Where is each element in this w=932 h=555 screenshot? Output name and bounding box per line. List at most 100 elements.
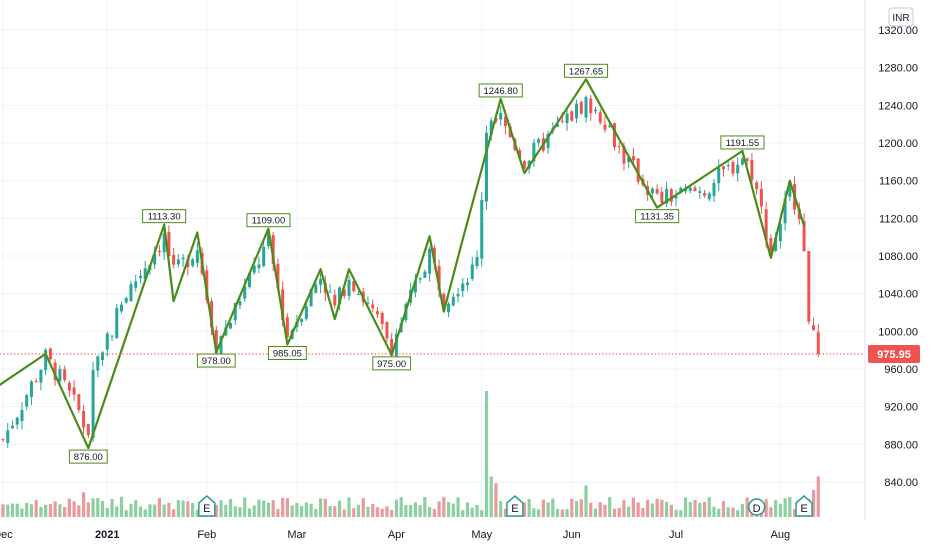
volume-bar (537, 509, 541, 517)
volume-bar (157, 498, 162, 517)
y-tick-label: 1040.00 (878, 289, 918, 301)
candle-body (575, 103, 579, 119)
pivot-label-text: 1246.80 (484, 86, 518, 97)
volume-bar (143, 509, 147, 517)
candle-body (29, 381, 33, 397)
volume-bar (281, 497, 285, 517)
volume-bar (707, 497, 711, 517)
volume-bar (792, 509, 797, 517)
candle-body (503, 116, 507, 126)
candle-body (172, 255, 176, 265)
candle-body (243, 286, 247, 299)
volume-bar (546, 502, 550, 517)
volume-bar (622, 499, 626, 517)
candle-body (247, 273, 251, 287)
volume-bar (764, 499, 768, 517)
volume-bar (688, 501, 692, 517)
volume-bar (712, 506, 716, 517)
volume-bar (309, 503, 313, 517)
volume-bar (81, 492, 86, 517)
event-marker-label: E (800, 503, 807, 515)
candle-body (413, 280, 417, 293)
zigzag-line (0, 78, 806, 450)
volume-bar (15, 503, 19, 517)
volume-bar (665, 501, 669, 517)
volume-bar (134, 500, 138, 517)
volume-bar (91, 498, 95, 517)
pivot-label-text: 978.00 (202, 356, 231, 367)
candle-body (432, 247, 436, 263)
candle-body (233, 303, 237, 321)
volume-bar (262, 500, 266, 517)
volume-bar (328, 506, 332, 517)
volume-bar (413, 502, 417, 517)
volume-bar (788, 496, 792, 517)
candle-body (636, 158, 640, 182)
candle-body (390, 338, 394, 356)
volume-bar (352, 508, 356, 517)
candle-body (115, 308, 119, 339)
candle-body (20, 409, 24, 422)
y-tick-label: 1160.00 (879, 176, 918, 188)
volume-bar (598, 502, 602, 517)
y-tick-label: 1200.00 (878, 138, 918, 150)
candle-body (101, 352, 105, 361)
candle-body (124, 297, 128, 303)
volume-bar (446, 502, 451, 517)
candle-body (617, 145, 621, 147)
candle-body (58, 368, 62, 382)
volume-bar (499, 500, 503, 517)
volume-bar (778, 503, 782, 517)
pivot-label-text: 1267.65 (569, 66, 603, 77)
volume-bar (574, 501, 579, 517)
y-tick-label: 1000.00 (878, 326, 918, 338)
candle-body (352, 280, 356, 292)
y-tick-label: 1280.00 (878, 63, 918, 75)
candle-body (622, 145, 626, 164)
candle-body (442, 293, 446, 309)
volume-bar (565, 508, 569, 517)
volume-bar (726, 507, 730, 517)
candle-body (15, 417, 19, 425)
volume-bar (295, 502, 299, 517)
volume-bar (214, 504, 218, 517)
volume-bar (494, 483, 498, 517)
candle-body (461, 283, 465, 292)
volume-bar (660, 499, 664, 517)
volume-bar (679, 510, 683, 517)
candle-body (778, 223, 782, 242)
currency-badge: INR (888, 7, 914, 27)
pivot-label-box (635, 209, 680, 224)
candle-body (82, 410, 86, 428)
candle-body (328, 291, 332, 293)
volume-bar (366, 506, 370, 517)
zigzag-indicator (0, 78, 806, 450)
candle-body (67, 382, 71, 391)
volume-bar (683, 497, 688, 517)
candle-body (603, 124, 607, 130)
volume-bar (347, 497, 351, 517)
candle-body (816, 332, 820, 354)
grid-lines (0, 0, 865, 517)
pivot-label-box (372, 356, 412, 371)
candle-body (736, 164, 740, 174)
pivot-label-box (268, 346, 307, 361)
candle-body (210, 301, 214, 328)
candle-body (366, 302, 370, 304)
earnings-marker (795, 495, 813, 517)
volume-bar (285, 498, 289, 517)
candle-body (589, 98, 593, 114)
volume-bar (1, 504, 5, 517)
volume-bar (555, 508, 560, 517)
volume-bar (456, 497, 460, 517)
pivot-label-text: 1109.00 (252, 216, 286, 227)
volume-bar (627, 506, 631, 517)
candle-body (276, 263, 280, 289)
candle-body (537, 139, 541, 143)
volume-bar (195, 509, 199, 517)
candle-body (338, 287, 342, 305)
volume-bar (769, 507, 773, 517)
volume-bar (484, 391, 489, 517)
candle-body (86, 424, 90, 436)
